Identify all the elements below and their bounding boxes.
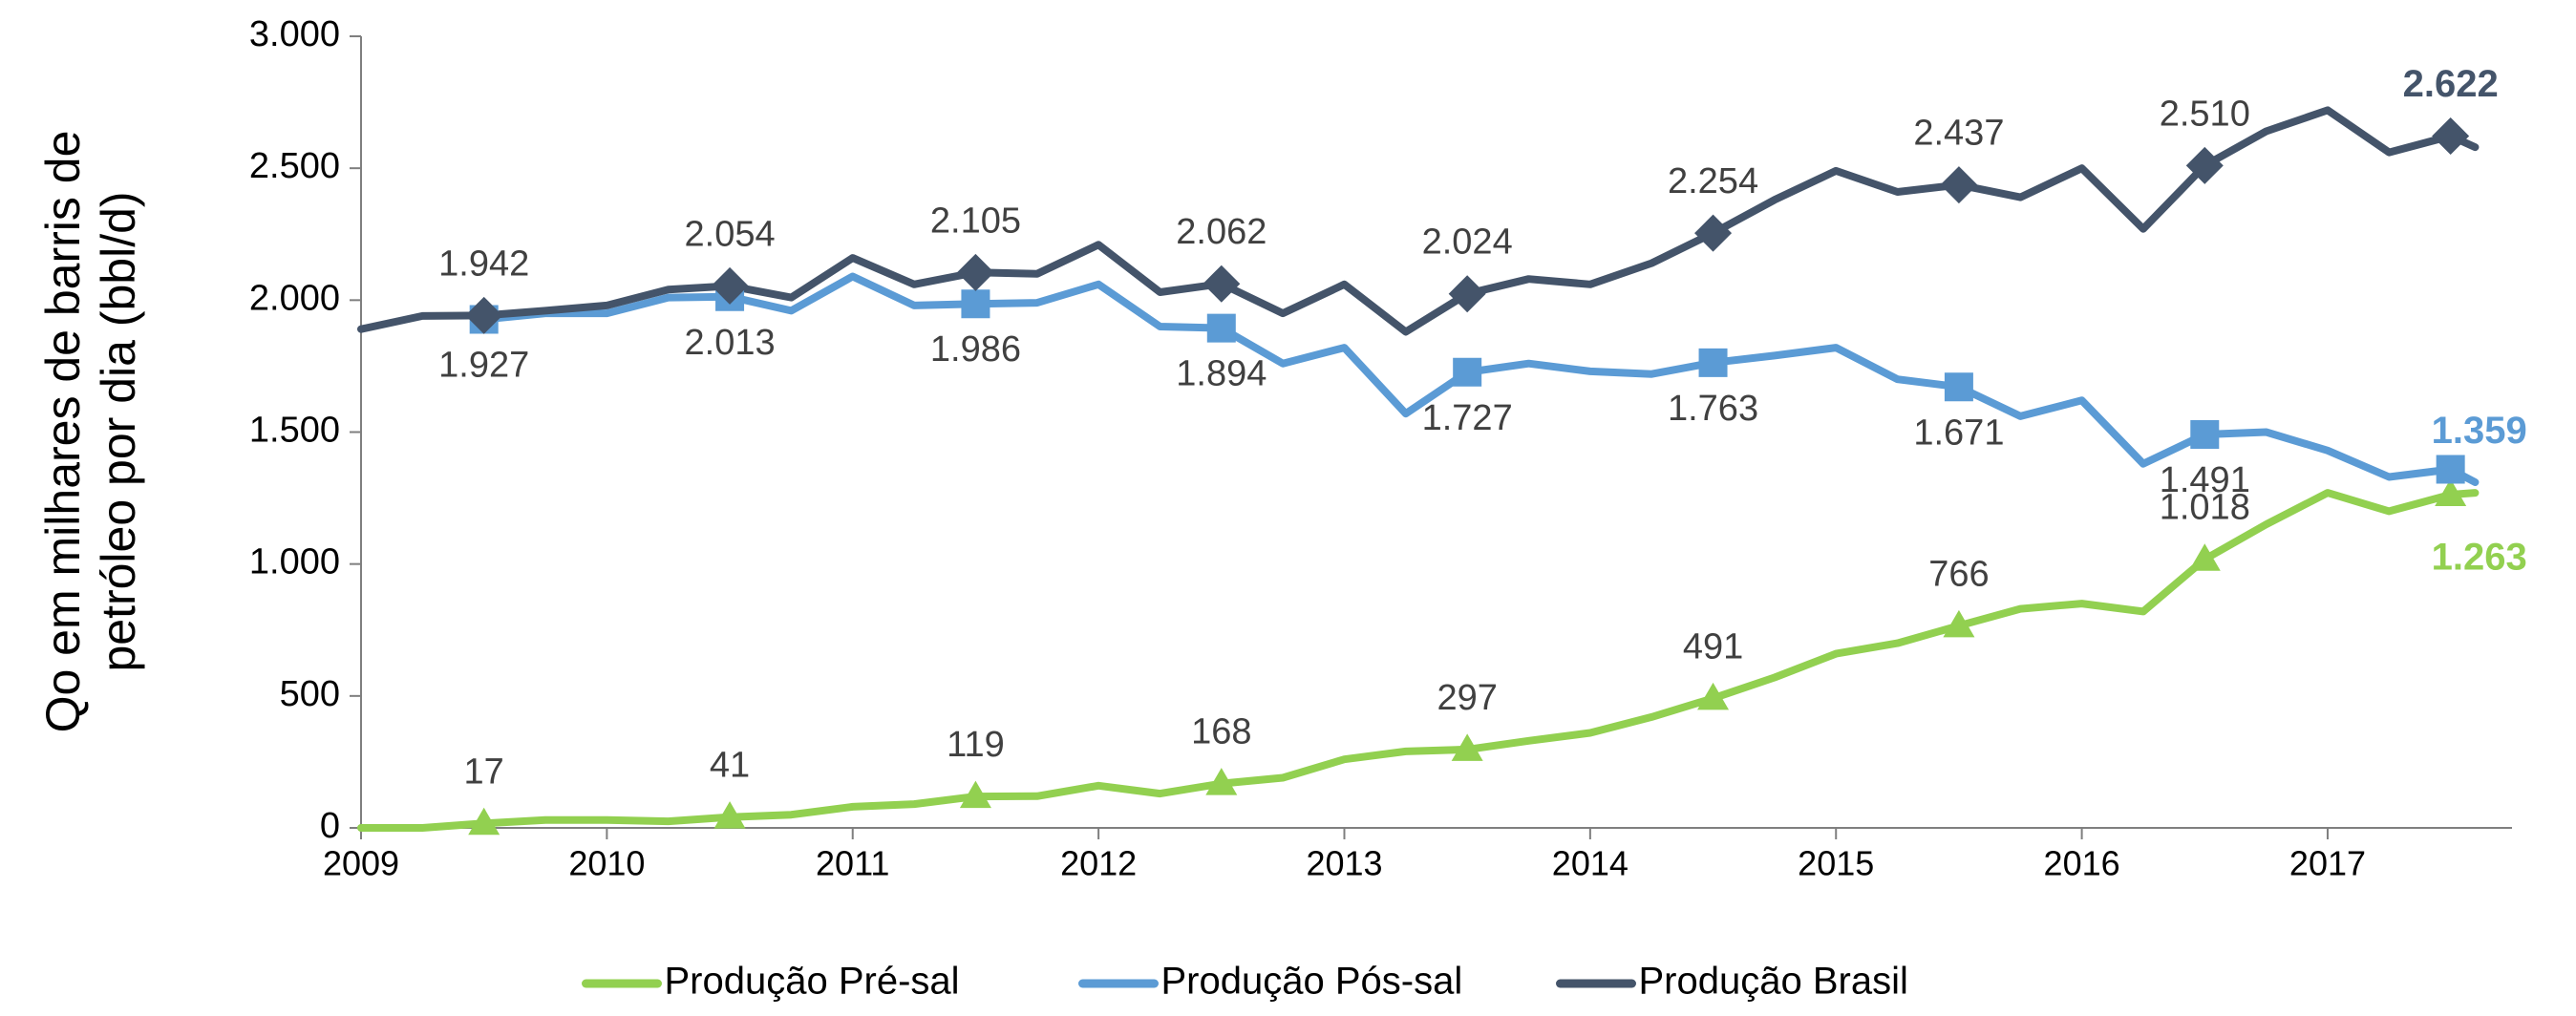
y-axis-title: Qo em milhares de barris de: [36, 131, 90, 733]
data-label: 2.105: [930, 201, 1021, 241]
data-label: 766: [1928, 554, 1989, 594]
marker: [1206, 313, 1236, 343]
data-label: 2.024: [1422, 222, 1513, 263]
marker: [1698, 348, 1728, 377]
marker: [961, 289, 990, 319]
marker: [1944, 372, 1973, 402]
data-label: 1.927: [438, 346, 529, 386]
data-label: 1.671: [1913, 413, 2004, 453]
x-tick-label: 2017: [2289, 844, 2366, 883]
x-tick-label: 2011: [816, 844, 889, 883]
y-tick-label: 2.000: [249, 278, 340, 318]
data-label: 1.263: [2432, 537, 2527, 579]
data-label: 297: [1437, 678, 1497, 718]
data-label: 2.054: [685, 214, 776, 254]
legend-label: Produção Brasil: [1639, 961, 1908, 1003]
y-tick-label: 3.000: [249, 14, 340, 54]
data-label: 1.018: [2160, 488, 2250, 528]
data-label: 2.013: [685, 323, 776, 363]
data-label: 2.510: [2160, 94, 2250, 134]
data-label: 41: [710, 746, 750, 786]
x-tick-label: 2014: [1552, 844, 1629, 883]
marker: [1940, 166, 1978, 204]
y-tick-label: 0: [320, 806, 340, 846]
data-label: 119: [947, 725, 1005, 765]
data-label: 2.062: [1176, 212, 1267, 252]
data-label: 1.491: [2160, 460, 2250, 500]
data-label: 1.894: [1176, 354, 1267, 394]
marker: [1203, 265, 1241, 303]
marker: [713, 801, 746, 829]
x-tick-label: 2010: [568, 844, 645, 883]
marker: [2185, 146, 2224, 184]
data-label: 2.437: [1913, 114, 2004, 154]
y-tick-label: 1.000: [249, 542, 340, 582]
marker: [956, 253, 994, 291]
data-label: 17: [464, 751, 504, 792]
marker: [2188, 543, 2221, 571]
data-label: 1.986: [930, 329, 1021, 370]
legend-label: Produção Pós-sal: [1161, 961, 1463, 1003]
legend-label: Produção Pré-sal: [665, 961, 960, 1003]
data-label: 1.763: [1668, 389, 1758, 429]
x-tick-label: 2012: [1060, 844, 1137, 883]
marker: [1943, 609, 1975, 638]
y-tick-label: 500: [280, 674, 340, 714]
series-line: [357, 489, 2480, 832]
x-tick-label: 2013: [1306, 844, 1382, 883]
data-label: 1.942: [438, 243, 529, 284]
data-label: 491: [1683, 626, 1743, 667]
marker: [2436, 455, 2465, 484]
series-line: [479, 272, 2480, 486]
marker: [959, 780, 991, 809]
marker: [2432, 116, 2470, 155]
x-tick-label: 2015: [1798, 844, 1874, 883]
marker: [1697, 682, 1730, 710]
marker: [2190, 419, 2220, 449]
data-label: 1.359: [2432, 410, 2527, 452]
y-tick-label: 1.500: [249, 411, 340, 451]
marker: [465, 296, 503, 334]
y-tick-label: 2.500: [249, 146, 340, 186]
marker: [1451, 733, 1483, 761]
marker: [1448, 275, 1486, 313]
data-label: 1.727: [1422, 398, 1513, 438]
marker: [711, 266, 749, 305]
marker: [468, 807, 500, 836]
data-label: 2.254: [1668, 161, 1758, 201]
x-tick-label: 2009: [323, 844, 399, 883]
data-label: 2.622: [2403, 63, 2499, 105]
x-tick-label: 2016: [2044, 844, 2120, 883]
marker: [1205, 768, 1238, 795]
marker: [1453, 357, 1482, 387]
marker: [2435, 478, 2467, 506]
y-axis-title: petróleo por dia (bbl/d): [92, 191, 145, 671]
marker: [1694, 214, 1733, 252]
data-label: 168: [1191, 712, 1251, 752]
